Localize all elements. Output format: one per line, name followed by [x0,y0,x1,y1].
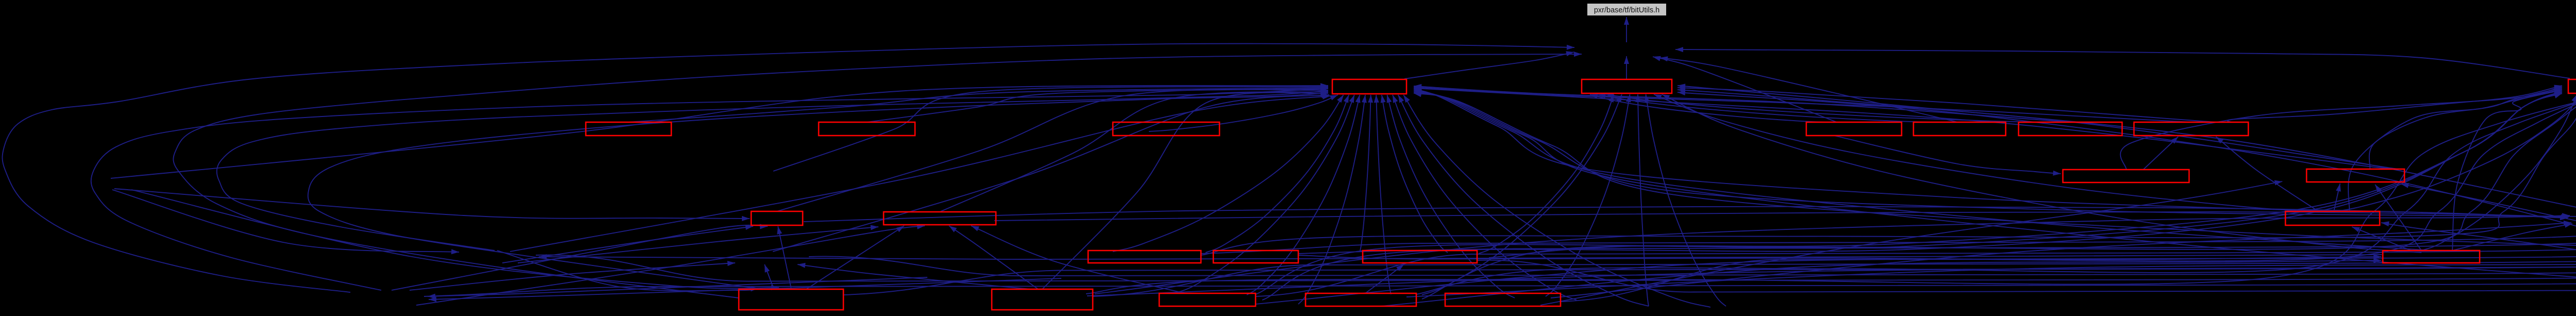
svg-text:pxr/base/tf/bitUtils.h: pxr/base/tf/bitUtils.h [1594,6,1659,14]
